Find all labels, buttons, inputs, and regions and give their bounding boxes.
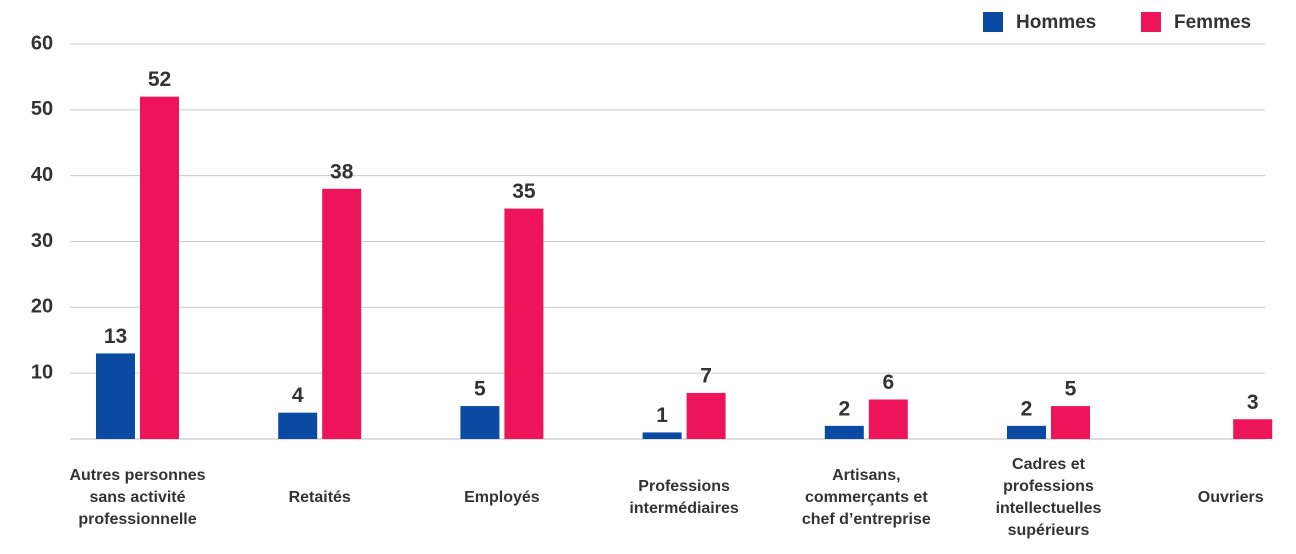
value-label: 3 bbox=[1247, 391, 1259, 414]
x-tick-label: Ouvriers bbox=[1198, 489, 1264, 506]
x-tick-label-line: Cadres et bbox=[1012, 456, 1086, 473]
value-label: 52 bbox=[148, 68, 171, 91]
value-label: 5 bbox=[474, 378, 486, 401]
bar bbox=[868, 399, 908, 439]
x-tick-label: Retaités bbox=[289, 489, 351, 506]
x-tick-label-line: Artisans, bbox=[832, 467, 900, 484]
x-tick-label: Professions intermédiaires bbox=[629, 478, 738, 517]
x-tick-label-line: Professions bbox=[638, 478, 730, 495]
x-tick-label: Artisans, commerçants et chef d’entreprise bbox=[802, 467, 931, 528]
x-tick-label-line: commerçants et bbox=[805, 489, 928, 506]
x-tick-label-line: Autres personnes bbox=[69, 467, 205, 484]
value-label: 35 bbox=[512, 180, 536, 203]
bar bbox=[140, 96, 179, 440]
value-label: 38 bbox=[330, 160, 354, 183]
x-tick-label: Autres personnes sans activité professionn… bbox=[69, 467, 205, 528]
value-label: 6 bbox=[882, 371, 894, 394]
bar bbox=[96, 353, 135, 439]
y-tick-label: 60 bbox=[31, 32, 53, 54]
value-label: 4 bbox=[292, 384, 304, 407]
y-tick-label: 40 bbox=[31, 164, 53, 186]
bar bbox=[322, 188, 362, 439]
y-tick-label: 20 bbox=[31, 296, 53, 318]
x-tick-label-line: supérieurs bbox=[1008, 522, 1090, 539]
y-tick-label: 50 bbox=[31, 98, 53, 120]
legend-swatch bbox=[983, 12, 1003, 32]
legend-label: Hommes bbox=[1016, 12, 1096, 33]
bar bbox=[642, 432, 682, 439]
bar bbox=[824, 425, 864, 439]
bar bbox=[278, 412, 318, 439]
value-label: 5 bbox=[1065, 378, 1077, 401]
bar bbox=[504, 208, 544, 439]
x-tick-label: Employés bbox=[464, 489, 540, 506]
x-tick-label: Cadres et professions intellectuelles supér… bbox=[996, 456, 1102, 539]
x-tick-label-line: intermédiaires bbox=[629, 500, 738, 517]
bar bbox=[1051, 406, 1090, 439]
bar bbox=[686, 392, 726, 439]
value-label: 13 bbox=[104, 325, 127, 348]
x-tick-label-line: sans activité bbox=[89, 489, 185, 506]
legend-label: Femmes bbox=[1174, 12, 1251, 33]
bar bbox=[1233, 419, 1273, 439]
bar bbox=[460, 406, 500, 439]
x-tick-label-line: Retaités bbox=[289, 489, 351, 506]
y-tick-label: 10 bbox=[31, 361, 53, 383]
value-label: 2 bbox=[838, 397, 850, 420]
x-tick-label-line: Ouvriers bbox=[1198, 489, 1264, 506]
y-tick-label: 30 bbox=[31, 230, 53, 252]
x-tick-label-line: chef d’entreprise bbox=[802, 511, 931, 528]
x-tick-label-line: Employés bbox=[464, 489, 540, 506]
value-label: 2 bbox=[1021, 397, 1033, 420]
x-tick-label-line: professions bbox=[1003, 478, 1094, 495]
x-tick-label-line: intellectuelles bbox=[996, 500, 1102, 517]
bar bbox=[1007, 425, 1046, 439]
legend-swatch bbox=[1141, 12, 1161, 32]
value-label: 1 bbox=[656, 404, 668, 427]
value-label: 7 bbox=[700, 364, 712, 387]
x-tick-label-line: professionnelle bbox=[78, 511, 196, 528]
